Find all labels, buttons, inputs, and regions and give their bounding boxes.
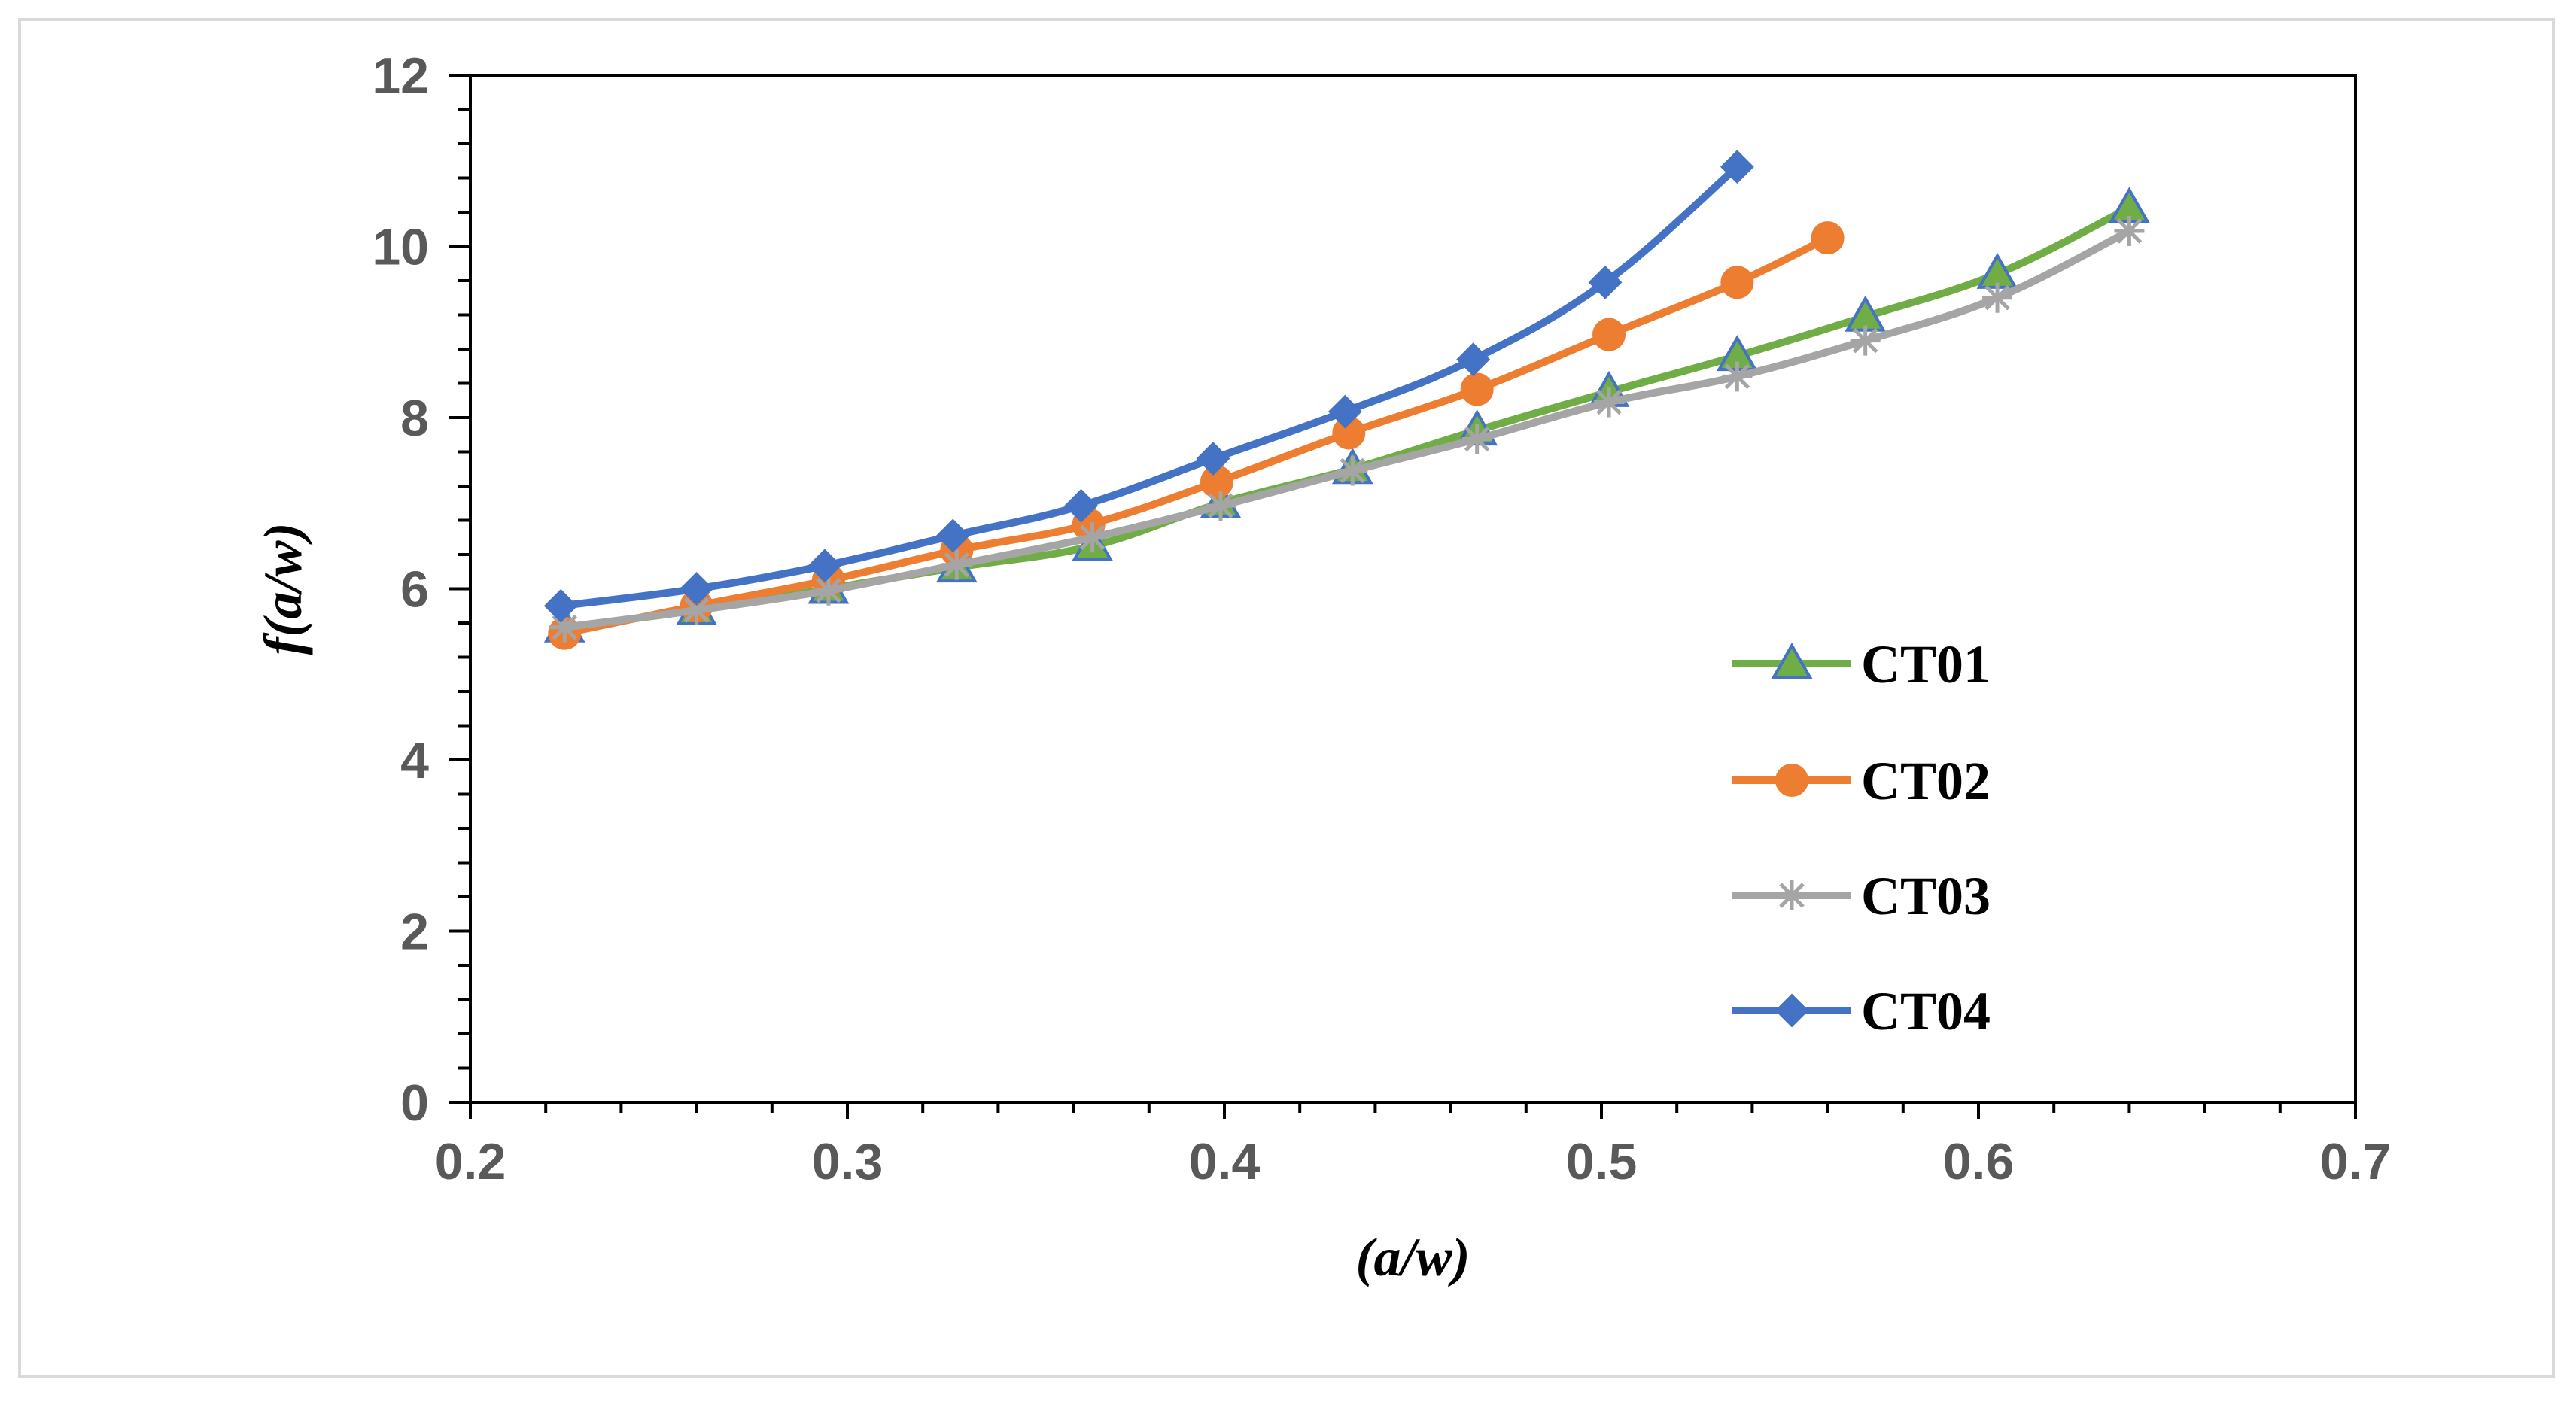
data-point-ct02 — [1460, 372, 1494, 406]
legend-label: CT04 — [1861, 981, 1991, 1041]
data-point-ct04 — [680, 572, 714, 606]
legend-item-ct04: CT04 — [1732, 981, 1991, 1041]
data-point-ct04 — [935, 518, 970, 553]
y-tick-label: 0 — [400, 1074, 429, 1132]
x-tick-label: 0.2 — [435, 1133, 506, 1190]
data-point-ct04 — [1588, 265, 1623, 299]
y-tick-label: 2 — [400, 904, 429, 961]
data-point-ct03 — [1722, 361, 1753, 392]
legend-label: CT03 — [1861, 866, 1991, 926]
legend-marker — [1771, 642, 1813, 679]
plot-area-border — [469, 74, 2357, 1104]
series-ct04 — [543, 150, 1754, 623]
data-point-ct03 — [1461, 424, 1492, 454]
y-tick-label: 4 — [400, 732, 429, 789]
data-point-ct04 — [1328, 394, 1362, 429]
legend-label: CT01 — [1861, 634, 1991, 694]
data-point-ct03 — [1205, 491, 1236, 521]
data-point-ct04 — [807, 549, 842, 583]
y-tick-label: 8 — [400, 390, 429, 447]
legend-item-ct01: CT01 — [1732, 634, 1991, 694]
legend-marker — [1775, 993, 1809, 1028]
data-point-ct03 — [1850, 325, 1881, 356]
data-point-ct03 — [2114, 216, 2145, 247]
x-tick-label: 0.7 — [2320, 1133, 2392, 1190]
axes: 0.2 0.3 0.4 0.5 0.6 0.7 0 2 4 6 8 10 12 — [372, 47, 2391, 1190]
series-ct03 — [549, 216, 2145, 643]
chart-frame — [18, 18, 2555, 1378]
data-point-ct04 — [1064, 488, 1099, 523]
data-point-ct02 — [1592, 318, 1626, 351]
series-layer — [543, 150, 2150, 650]
legend: CT01 CT02 CT03 CT04 — [1732, 634, 1991, 1041]
x-tick-label: 0.4 — [1189, 1133, 1261, 1190]
series-line-ct04 — [557, 163, 1741, 610]
data-point-ct03 — [1982, 282, 2013, 313]
data-point-ct04 — [543, 588, 578, 623]
data-point-ct04 — [1456, 342, 1491, 377]
y-tick-label: 10 — [372, 219, 429, 276]
data-point-ct03 — [1337, 455, 1368, 486]
x-tick-label: 0.3 — [812, 1133, 884, 1190]
data-point-ct03 — [1077, 522, 1108, 553]
data-point-ct04 — [1720, 150, 1754, 184]
y-tick-label: 6 — [400, 561, 429, 618]
legend-label: CT02 — [1861, 751, 1991, 811]
data-point-ct04 — [1196, 442, 1230, 476]
data-point-ct02 — [1720, 266, 1754, 299]
data-point-ct03 — [1594, 387, 1625, 418]
data-point-ct03 — [813, 575, 844, 606]
legend-marker — [1775, 764, 1808, 797]
data-point-ct02 — [1811, 221, 1845, 255]
legend-marker — [1777, 880, 1807, 910]
x-tick-label: 0.5 — [1566, 1133, 1638, 1190]
data-point-ct03 — [941, 549, 972, 580]
legend-item-ct02: CT02 — [1732, 751, 1991, 811]
x-axis-title: (a/w) — [1356, 1227, 1470, 1287]
legend-item-ct03: CT03 — [1732, 866, 1991, 926]
series-line-ct02 — [561, 234, 1832, 637]
x-tick-label: 0.6 — [1943, 1133, 2015, 1190]
y-tick-label: 12 — [372, 47, 429, 105]
y-axis-title: f(a/w) — [253, 523, 313, 655]
